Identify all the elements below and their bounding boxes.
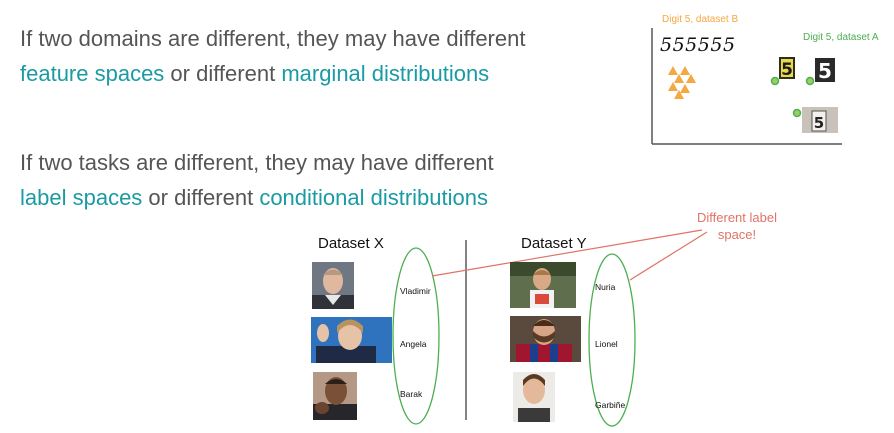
task-term-conditional-distributions: conditional distributions	[259, 185, 489, 210]
triangle-marker	[680, 66, 690, 75]
dataset-b-points	[668, 66, 696, 99]
face-photo-barak	[313, 372, 357, 420]
label-name-garbine: Garbiñe	[595, 400, 626, 410]
domain-statement-joiner: or different	[164, 61, 282, 86]
face-photo-garbine	[513, 372, 555, 422]
label-space-ellipse-y	[588, 253, 636, 427]
domain-term-marginal-distributions: marginal distributions	[281, 61, 490, 86]
callout-line2: space!	[717, 227, 757, 242]
label-space-ellipse-x	[392, 247, 440, 425]
label-name-nuria: Nuria	[595, 282, 616, 292]
circle-marker	[792, 108, 802, 118]
dataset-y-title: Dataset Y	[521, 235, 587, 252]
triangle-marker	[686, 74, 696, 83]
domain-statement-prefix: If two domains are different, they may h…	[20, 26, 526, 51]
digit-tile-plate: 5	[802, 107, 838, 133]
task-statement: If two tasks are different, they may hav…	[20, 145, 494, 215]
face-photo-vladimir	[312, 262, 354, 309]
callout-line1: Different label	[697, 210, 777, 225]
domain-term-feature-spaces: feature spaces	[20, 61, 165, 86]
domain-statement: If two domains are different, they may h…	[20, 21, 525, 91]
circle-marker	[770, 76, 780, 86]
label-name-angela: Angela	[400, 339, 427, 349]
circle-marker	[805, 76, 815, 86]
label-name-lionel: Lionel	[595, 339, 618, 349]
svg-text:5: 5	[781, 60, 793, 80]
svg-text:5: 5	[818, 59, 832, 83]
label-name-vladimir: Vladimir	[400, 286, 431, 296]
task-statement-prefix: If two tasks are different, they may hav…	[20, 150, 494, 175]
dataset-a-label: Digit 5, dataset A	[803, 32, 879, 43]
face-photo-lionel	[510, 316, 581, 362]
digit-tile-dark: 5	[815, 58, 835, 83]
triangle-marker	[680, 84, 690, 93]
svg-text:5: 5	[814, 114, 824, 132]
label-space-callout: Different label space!	[682, 209, 792, 243]
digit-tile-yellow: 5	[779, 57, 795, 80]
task-statement-joiner: or different	[142, 185, 260, 210]
dataset-b-label: Digit 5, dataset B	[662, 14, 739, 25]
triangle-marker	[668, 82, 678, 91]
triangle-marker	[674, 90, 684, 99]
callout-line-y	[629, 231, 708, 281]
dataset-x-title: Dataset X	[318, 235, 384, 252]
face-photo-nuria	[510, 262, 576, 308]
triangle-marker	[668, 66, 678, 75]
face-photo-angela	[311, 317, 392, 363]
triangle-marker	[674, 74, 684, 83]
dataset-a-points	[770, 76, 815, 118]
label-name-barak: Barak	[400, 389, 423, 399]
dataset-b-digit-row: 555555	[660, 34, 736, 56]
callout-line-x	[431, 229, 703, 277]
task-term-label-spaces: label spaces	[20, 185, 143, 210]
